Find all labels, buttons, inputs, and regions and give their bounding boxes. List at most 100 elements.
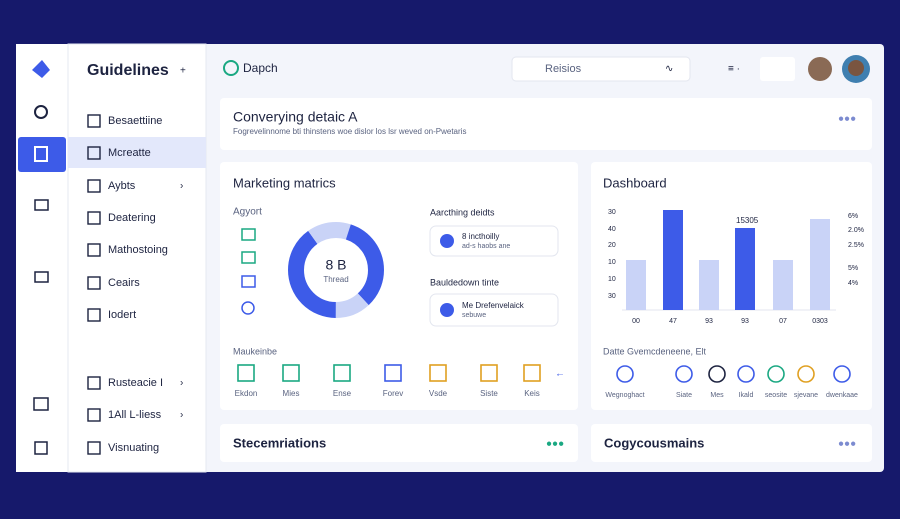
legend-label: Wegnoghact — [605, 392, 644, 399]
card-title: Stecemriations — [233, 435, 326, 450]
sidebar-item[interactable]: Deatering — [108, 212, 156, 224]
sidebar-item[interactable]: Iodert — [108, 309, 136, 321]
rail-selected[interactable] — [18, 137, 66, 172]
donut-segment — [288, 222, 384, 318]
avatar[interactable] — [808, 57, 832, 81]
tool-icon[interactable] — [282, 364, 300, 382]
menu-icon[interactable]: ≡ · — [728, 64, 740, 75]
legend-icon[interactable] — [833, 365, 851, 383]
rail-icon[interactable] — [34, 146, 48, 162]
add-icon[interactable]: + — [180, 66, 186, 77]
item-icon — [87, 408, 101, 422]
x-label: 93 — [705, 318, 713, 325]
axis-label: 40 — [608, 226, 616, 233]
tool-icon[interactable] — [480, 364, 498, 382]
item-icon — [440, 234, 454, 248]
bar — [699, 260, 719, 310]
search-icon[interactable]: ∿ — [665, 64, 673, 75]
app-logo — [223, 60, 239, 76]
rail-icon[interactable] — [33, 397, 49, 411]
icon — [241, 301, 255, 315]
axis-label: 30 — [608, 293, 616, 300]
legend-label: Siate — [676, 392, 692, 399]
legend-label: seosite — [765, 392, 787, 399]
donut-label: Thread — [323, 275, 348, 284]
axis-label: 4% — [848, 280, 858, 287]
banner-subtitle: Fogrevelinnome bti thinstens woe dislor … — [233, 127, 466, 136]
footer-card — [591, 424, 872, 462]
sidebar-item[interactable]: Ceairs — [108, 277, 140, 289]
more-icon[interactable]: ●●● — [546, 439, 564, 450]
rail-icon[interactable] — [34, 441, 48, 455]
item-subtitle: sebuwe — [462, 312, 486, 319]
tool-icon[interactable] — [237, 364, 255, 382]
tool-label: Keis — [524, 389, 540, 398]
item-icon — [87, 308, 101, 322]
more-icon[interactable]: ●●● — [838, 439, 856, 450]
item-title: Me Drefenvelaick — [462, 301, 525, 310]
tool-icon[interactable] — [333, 364, 351, 382]
legend-label: dwenkaae — [826, 392, 858, 399]
list-item[interactable] — [429, 225, 559, 257]
donut-segment — [288, 222, 384, 318]
card-title: Cogycousmains — [604, 435, 704, 450]
search-text[interactable]: Reisios — [545, 63, 582, 75]
axis-label: 2.5% — [848, 242, 864, 249]
bar — [773, 260, 793, 310]
sidebar-item[interactable]: Besaettiine — [108, 115, 162, 127]
legend-icon[interactable] — [616, 365, 634, 383]
sidebar-item[interactable]: Visnuating — [108, 442, 159, 454]
rail-icon[interactable] — [34, 105, 48, 119]
x-label: 07 — [779, 318, 787, 325]
app-name: Dapch — [243, 61, 278, 75]
chevron[interactable]: › — [180, 378, 183, 389]
icon — [241, 251, 256, 264]
logo — [32, 60, 50, 78]
axis-label: 10 — [608, 259, 616, 266]
marketing-card — [220, 162, 578, 410]
search-box[interactable] — [511, 56, 691, 82]
item-icon — [87, 276, 101, 290]
chevron[interactable]: › — [180, 410, 183, 421]
sidebar-item[interactable]: Rusteacie I — [108, 377, 163, 389]
sidebar-item[interactable]: 1All L-liess — [108, 409, 162, 421]
sidebar-item[interactable]: Mathostoing — [108, 244, 168, 256]
tool-label: Vsde — [429, 389, 448, 398]
dashboard-card — [591, 162, 872, 410]
more-icon[interactable]: ●●● — [838, 114, 856, 125]
item-icon — [87, 376, 101, 390]
legend-icon[interactable] — [797, 365, 815, 383]
sidebar-item[interactable]: Aybts — [108, 180, 136, 192]
x-label: 93 — [741, 318, 749, 325]
bar — [735, 228, 755, 310]
section-label: Maukeinbe — [233, 346, 277, 356]
legend-icon[interactable] — [767, 365, 785, 383]
rail-icon[interactable] — [34, 199, 49, 211]
legend-icon[interactable] — [737, 365, 755, 383]
item-icon — [440, 303, 454, 317]
view-toggle[interactable] — [760, 57, 795, 81]
tool-icon[interactable] — [523, 364, 541, 382]
arrow[interactable]: ← — [555, 369, 565, 380]
bar — [626, 260, 646, 310]
item-subtitle: ad-s haobs ane — [462, 243, 510, 250]
tool-label: Ekdon — [235, 389, 258, 398]
sidebar-item[interactable]: Mcreatte — [108, 147, 151, 159]
legend-icon[interactable] — [708, 365, 726, 383]
x-label: 00 — [632, 318, 640, 325]
legend-icon[interactable] — [675, 365, 693, 383]
legend-label: Mes — [710, 392, 724, 399]
list-item[interactable] — [429, 293, 559, 327]
tool-label: Forev — [383, 389, 403, 398]
tool-label: Mies — [283, 389, 300, 398]
item-icon — [87, 146, 101, 160]
card-title: Dashboard — [603, 175, 667, 190]
card-title: Marketing matrics — [233, 175, 336, 190]
section-label: Agyort — [233, 207, 262, 218]
tool-icon[interactable] — [384, 364, 402, 382]
rail-icon[interactable] — [34, 271, 49, 283]
chevron[interactable]: › — [180, 181, 183, 192]
donut-segment — [288, 222, 384, 318]
tool-icon[interactable] — [429, 364, 447, 382]
